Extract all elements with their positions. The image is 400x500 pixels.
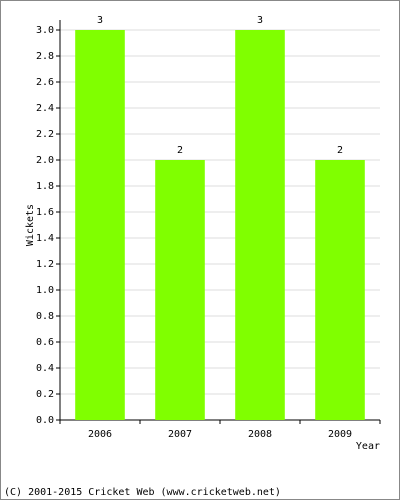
y-tick-label: 0.4 (36, 363, 54, 374)
y-tick-label: 2.0 (36, 155, 54, 166)
y-tick-label: 0.0 (36, 415, 54, 426)
y-tick-label: 2.8 (36, 51, 54, 62)
y-axis-label: Wickets (25, 204, 36, 246)
x-tick-label: 2008 (248, 429, 272, 440)
y-tick-label: 1.8 (36, 181, 54, 192)
data-label: 3 (257, 15, 263, 26)
bar (315, 160, 365, 420)
y-tick-label: 1.2 (36, 259, 54, 270)
x-tick-label: 2009 (328, 429, 352, 440)
data-label: 3 (97, 15, 103, 26)
y-tick-label: 2.4 (36, 103, 54, 114)
bar (155, 160, 205, 420)
x-tick-label: 2006 (88, 429, 112, 440)
y-tick-label: 3.0 (36, 25, 54, 36)
bar (235, 30, 285, 420)
y-tick-label: 0.8 (36, 311, 54, 322)
y-tick-label: 2.6 (36, 77, 54, 88)
y-tick-label: 0.2 (36, 389, 54, 400)
data-label: 2 (177, 145, 183, 156)
y-tick-label: 2.2 (36, 129, 54, 140)
bar (75, 30, 125, 420)
y-tick-label: 1.6 (36, 207, 54, 218)
y-tick-label: 1.0 (36, 285, 54, 296)
footer: (C) 2001-2015 Cricket Web (www.cricketwe… (4, 487, 281, 498)
y-tick-label: 0.6 (36, 337, 54, 348)
x-tick-label: 2007 (168, 429, 192, 440)
data-label: 2 (337, 145, 343, 156)
y-tick-label: 1.4 (36, 233, 54, 244)
x-axis-label: Year (356, 441, 380, 452)
